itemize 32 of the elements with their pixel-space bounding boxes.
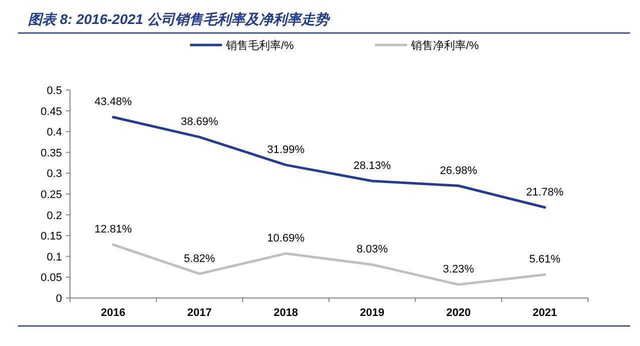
y-tick-label: 0.15 xyxy=(40,230,62,243)
legend-label: 销售净利率/% xyxy=(410,39,480,52)
data-label: 43.48% xyxy=(94,96,132,108)
data-label: 10.69% xyxy=(267,232,305,245)
y-tick-label: 0 xyxy=(56,293,62,305)
x-tick-label: 2020 xyxy=(446,307,471,319)
chart-title: 图表 8: 2016-2021 公司销售毛利率及净利率走势 xyxy=(28,11,332,27)
y-tick-label: 0.25 xyxy=(40,189,62,201)
x-tick-label: 2016 xyxy=(100,307,126,319)
y-tick-label: 0.35 xyxy=(40,147,62,160)
y-tick-label: 0.3 xyxy=(46,168,62,180)
data-label: 5.82% xyxy=(184,252,216,265)
y-tick-label: 0.1 xyxy=(46,251,62,264)
data-label: 28.13% xyxy=(354,160,392,172)
data-label: 31.99% xyxy=(267,144,305,156)
y-tick-label: 0.5 xyxy=(46,85,62,97)
data-label: 3.23% xyxy=(442,264,474,276)
y-tick-label: 0.45 xyxy=(40,106,62,118)
data-label: 8.03% xyxy=(356,244,388,256)
data-label: 21.78% xyxy=(526,186,564,198)
x-tick-label: 2021 xyxy=(532,307,558,319)
x-tick-label: 2019 xyxy=(360,307,384,319)
y-tick-label: 0.2 xyxy=(46,210,62,222)
x-tick-label: 2017 xyxy=(187,307,212,319)
data-label: 26.98% xyxy=(440,164,478,177)
y-tick-label: 0.4 xyxy=(46,126,62,139)
data-label: 12.81% xyxy=(94,224,132,236)
data-label: 5.61% xyxy=(529,254,561,266)
y-tick-label: 0.05 xyxy=(40,272,62,284)
legend-label: 销售毛利率/% xyxy=(225,39,294,52)
data-label: 38.69% xyxy=(180,116,218,128)
x-tick-label: 2018 xyxy=(274,307,298,319)
